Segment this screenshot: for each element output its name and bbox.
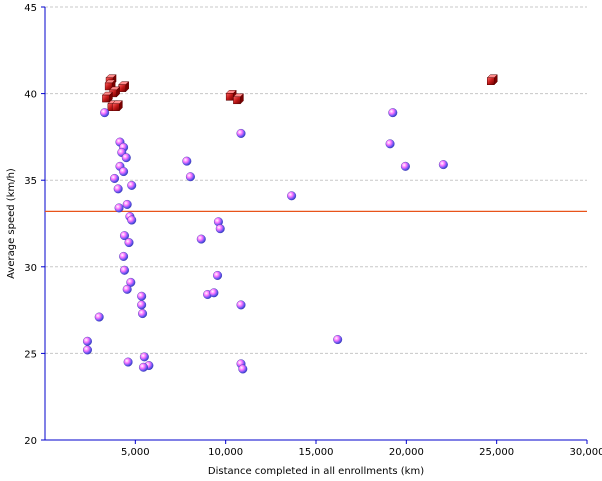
point-regular-31 xyxy=(185,172,195,182)
point-regular-16 xyxy=(119,251,129,261)
point-regular-47 xyxy=(438,160,448,170)
x-tick-label-5000: 5,000 xyxy=(121,447,150,458)
y-tick-label-30: 30 xyxy=(24,263,37,274)
point-regular-20 xyxy=(137,291,147,301)
x-tick-label-15000: 15,000 xyxy=(299,447,334,458)
point-regular-22 xyxy=(138,309,148,319)
point-highlight-1 xyxy=(104,79,116,91)
y-tick-label-25: 25 xyxy=(24,349,37,360)
point-regular-15 xyxy=(124,238,134,248)
y-tick-label-35: 35 xyxy=(24,176,37,187)
y-tick-label-40: 40 xyxy=(24,90,37,101)
point-regular-23 xyxy=(94,312,104,322)
point-regular-46 xyxy=(400,161,410,171)
tick-labels: 20 25 30 35 40 45 5,000 10,000 15,000 20,000 25,00… xyxy=(24,3,602,458)
point-regular-17 xyxy=(119,265,129,275)
point-regular-7 xyxy=(110,173,120,183)
point-regular-39 xyxy=(236,300,246,310)
point-regular-24 xyxy=(82,336,92,346)
x-tick-label-30000: 30,000 xyxy=(570,447,602,458)
point-regular-13 xyxy=(127,215,137,225)
cube-front xyxy=(486,77,495,85)
point-regular-43 xyxy=(333,335,343,345)
point-highlight-2 xyxy=(118,81,130,93)
point-regular-14 xyxy=(119,231,129,241)
cube-front xyxy=(225,93,234,101)
cube-front xyxy=(104,82,113,91)
point-highlight-6 xyxy=(111,100,123,112)
x-axis-title: Distance completed in all enrollments (k… xyxy=(208,466,424,477)
point-regular-19 xyxy=(122,284,132,294)
point-regular-35 xyxy=(213,270,223,280)
point-regular-25 xyxy=(82,345,92,355)
point-regular-29 xyxy=(138,362,148,372)
point-highlight-4 xyxy=(101,91,114,103)
point-regular-11 xyxy=(114,203,124,213)
point-regular-34 xyxy=(215,224,225,234)
point-regular-0 xyxy=(100,108,110,118)
point-regular-45 xyxy=(385,139,395,149)
point-regular-37 xyxy=(209,288,219,298)
point-regular-26 xyxy=(123,357,133,367)
point-regular-4 xyxy=(121,153,131,163)
gridlines xyxy=(45,6,587,354)
point-highlight-8 xyxy=(232,93,245,105)
point-regular-38 xyxy=(236,128,246,138)
point-regular-8 xyxy=(127,180,137,190)
point-regular-9 xyxy=(113,184,123,194)
point-regular-41 xyxy=(238,364,248,374)
x-tick-label-25000: 25,000 xyxy=(479,447,514,458)
cube-front xyxy=(233,96,241,105)
point-regular-44 xyxy=(388,108,398,118)
axes xyxy=(41,6,588,444)
y-axis-title: Average speed (km/h) xyxy=(6,168,17,279)
cube-front xyxy=(112,103,120,111)
point-regular-30 xyxy=(182,156,192,166)
point-regular-6 xyxy=(119,167,129,177)
cube-front xyxy=(102,94,110,103)
x-tick-label-20000: 20,000 xyxy=(389,447,424,458)
y-tick-label-45: 45 xyxy=(24,3,37,14)
point-regular-32 xyxy=(196,234,206,244)
point-regular-27 xyxy=(139,352,149,362)
point-regular-10 xyxy=(122,199,132,209)
x-tick-label-10000: 10,000 xyxy=(208,447,243,458)
data-points xyxy=(82,74,498,374)
point-regular-21 xyxy=(137,300,147,310)
point-regular-42 xyxy=(287,191,297,201)
y-tick-label-20: 20 xyxy=(24,436,37,447)
point-highlight-9 xyxy=(486,74,498,86)
